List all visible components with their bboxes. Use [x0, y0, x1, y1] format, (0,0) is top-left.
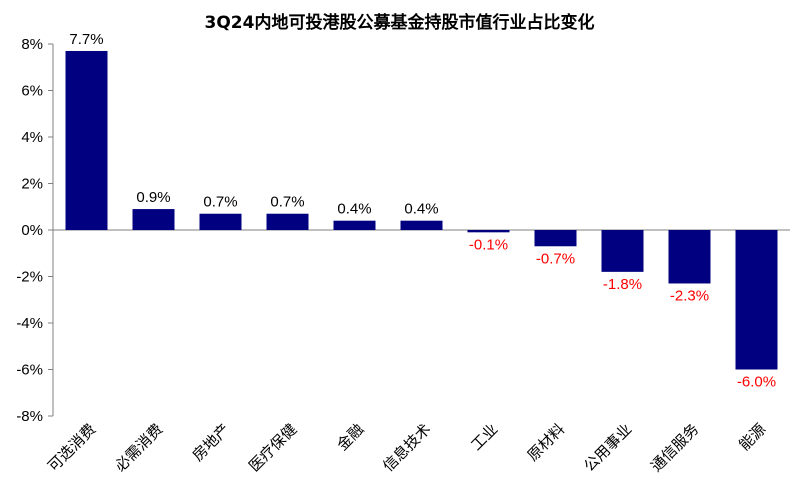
x-category-label: 必需消费 [111, 420, 166, 475]
bar-value-label: -0.7% [536, 250, 575, 267]
y-tick-label: 6% [21, 83, 43, 100]
bar [467, 230, 510, 233]
x-category-label: 通信服务 [647, 420, 702, 475]
bar [668, 230, 711, 284]
chart-title: 3Q24内地可投港股公募基金持股市值行业占比变化 [204, 13, 595, 33]
x-category-label: 能源 [735, 420, 769, 454]
y-tick-label: 2% [21, 176, 43, 193]
x-category-label: 房地产 [189, 420, 234, 465]
x-category-label: 原材料 [524, 420, 569, 465]
labels-layer: 7.7% 可选消费 0.9% 必需消费 0.7% 房地产 0.7% 医疗保健 0.4% 金融 0.4… [44, 31, 776, 475]
bar [735, 230, 778, 370]
bars-layer [65, 50, 778, 370]
x-category-label: 信息技术 [379, 420, 434, 475]
x-category-label: 工业 [467, 420, 501, 454]
bar-value-label: 0.9% [136, 189, 170, 206]
axes-layer: 8% 6% 4% 2% 0% -2% -4% -6% -8% [16, 36, 790, 425]
bar [266, 213, 309, 230]
x-category-label: 公用事业 [580, 420, 635, 475]
bar-value-label: 7.7% [69, 31, 103, 48]
y-tick-label: -4% [16, 315, 43, 332]
x-category-label: 可选消费 [44, 420, 99, 475]
bar-value-label: -0.1% [469, 236, 508, 253]
y-tick-label: -2% [16, 269, 43, 286]
bar [333, 220, 376, 230]
bar-value-label: 0.7% [270, 194, 304, 211]
bar-value-label: 0.4% [337, 201, 371, 218]
bar-value-label: -2.3% [670, 287, 709, 304]
bar [199, 213, 242, 230]
bar [132, 209, 175, 230]
x-category-label: 金融 [333, 420, 367, 454]
bar-value-label: -1.8% [603, 276, 642, 293]
bar-value-label: -6.0% [737, 374, 776, 391]
bar-value-label: 0.7% [203, 194, 237, 211]
bar [65, 50, 108, 230]
y-tick-label: 0% [21, 222, 43, 239]
bar [534, 230, 577, 247]
y-tick-label: 4% [21, 129, 43, 146]
y-tick-label: 8% [21, 36, 43, 53]
bar-value-label: 0.4% [404, 201, 438, 218]
y-tick-label: -8% [16, 408, 43, 425]
bar [601, 230, 644, 272]
x-category-label: 医疗保健 [245, 420, 300, 475]
bar [400, 220, 443, 230]
y-tick-label: -6% [16, 362, 43, 379]
